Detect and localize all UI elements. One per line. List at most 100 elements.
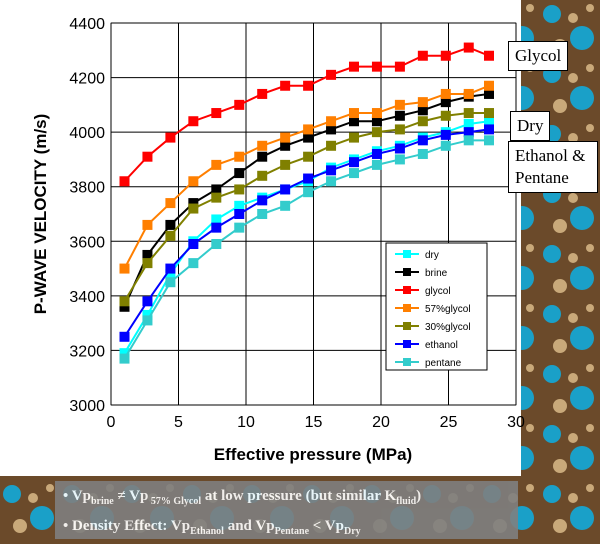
y-tick-label: 4000 xyxy=(69,125,105,142)
data-point xyxy=(326,116,337,127)
data-point xyxy=(371,108,382,119)
data-point xyxy=(119,301,130,312)
data-point xyxy=(142,315,153,326)
callout-dry: Dry xyxy=(510,111,551,141)
data-point xyxy=(142,258,153,269)
data-point xyxy=(463,108,474,119)
data-point xyxy=(142,296,153,307)
data-point xyxy=(394,124,405,135)
data-point xyxy=(257,88,268,99)
data-point xyxy=(234,200,245,211)
data-point xyxy=(142,249,153,260)
data-point xyxy=(188,258,199,269)
data-point xyxy=(484,135,494,146)
notes-box: • Vpbrine ≠ Vp 57% Glycol at low pressur… xyxy=(55,481,518,539)
data-point xyxy=(188,198,199,209)
data-point xyxy=(119,353,130,364)
data-point xyxy=(280,132,291,143)
legend-label: 30%glycol xyxy=(425,322,471,333)
note1-sub-brine: brine xyxy=(90,496,114,507)
data-point xyxy=(165,277,176,288)
data-point xyxy=(484,80,494,91)
x-tick-label: 5 xyxy=(174,414,183,431)
data-point xyxy=(119,263,130,274)
data-point xyxy=(142,309,153,320)
data-point xyxy=(211,222,222,233)
x-axis-title: Effective pressure (MPa) xyxy=(214,445,412,464)
data-point xyxy=(234,151,245,162)
data-point xyxy=(417,105,428,116)
bullet-2: • xyxy=(63,518,69,534)
legend-swatch-marker xyxy=(403,322,411,330)
data-point xyxy=(188,176,199,187)
series-pentane xyxy=(119,135,494,364)
data-point xyxy=(417,116,428,127)
data-point xyxy=(394,110,405,121)
data-point xyxy=(257,170,268,181)
note-line-1: • Vpbrine ≠ Vp 57% Glycol at low pressur… xyxy=(63,484,510,514)
data-point xyxy=(394,154,405,165)
data-point xyxy=(303,187,314,198)
data-point xyxy=(349,157,359,168)
data-point xyxy=(326,165,337,176)
data-point xyxy=(303,132,314,143)
data-point xyxy=(417,97,428,108)
data-point xyxy=(303,124,314,135)
legend-label: ethanol xyxy=(425,340,458,351)
note2-sub-pentane: Pentane xyxy=(274,526,310,537)
data-point xyxy=(165,263,176,274)
y-tick-label: 4400 xyxy=(69,16,105,33)
legend-label: 57%glycol xyxy=(425,304,471,315)
x-tick-label: 25 xyxy=(440,414,458,431)
data-point xyxy=(349,168,359,179)
note2-and: and Vp xyxy=(223,518,275,534)
data-point xyxy=(211,108,222,119)
data-point xyxy=(440,88,451,99)
legend: dry brine glycol 57%glycol 30%glycol ethanol p… xyxy=(385,242,488,371)
x-tick-label: 15 xyxy=(305,414,323,431)
data-point xyxy=(440,110,451,121)
data-point xyxy=(417,135,428,146)
data-point xyxy=(303,173,314,184)
legend-swatch-marker xyxy=(403,268,411,276)
data-point xyxy=(119,348,130,359)
data-point xyxy=(463,127,474,138)
callout-glycol: Glycol xyxy=(508,41,569,71)
data-point xyxy=(440,140,451,151)
data-point xyxy=(119,296,130,307)
data-point xyxy=(303,80,314,91)
gridlines xyxy=(110,22,517,406)
x-tick-label: 20 xyxy=(372,414,390,431)
data-point xyxy=(165,198,176,209)
data-point xyxy=(211,184,222,195)
note1-neq: ≠ Vp xyxy=(113,488,149,504)
note1-sub-fluid: fluid xyxy=(396,496,417,507)
data-point xyxy=(349,116,359,127)
y-tick-label: 3800 xyxy=(69,180,105,197)
data-point xyxy=(280,200,291,211)
data-point xyxy=(394,99,405,110)
data-point xyxy=(280,140,291,151)
data-point xyxy=(280,184,291,195)
data-point xyxy=(349,132,359,143)
x-tick-label: 0 xyxy=(107,414,116,431)
data-point xyxy=(234,168,245,179)
legend-swatch-marker xyxy=(403,286,411,294)
data-point xyxy=(394,143,405,154)
x-tick-label: 10 xyxy=(237,414,255,431)
data-point xyxy=(484,88,494,99)
y-tick-label: 4200 xyxy=(69,71,105,88)
note2-lt: < Vp xyxy=(309,518,344,534)
data-point xyxy=(349,61,359,72)
data-point xyxy=(326,140,337,151)
data-point xyxy=(371,61,382,72)
y-tick-label: 3200 xyxy=(69,343,105,360)
data-point xyxy=(234,222,245,233)
legend-box xyxy=(385,242,488,371)
data-point xyxy=(440,129,451,140)
series-30pctglycol xyxy=(119,108,494,307)
data-point xyxy=(463,42,474,53)
data-point xyxy=(394,61,405,72)
series-ethanol xyxy=(119,124,494,342)
data-point xyxy=(371,159,382,170)
